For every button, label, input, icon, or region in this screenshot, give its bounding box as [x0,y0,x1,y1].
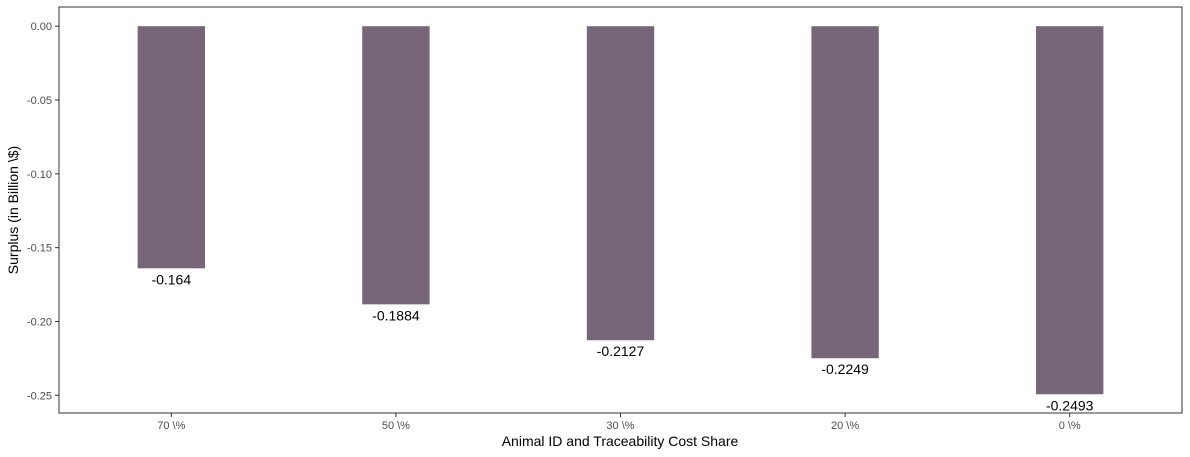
y-tick-label: -0.05 [27,95,52,107]
x-tick-label: 50 \% [382,420,410,432]
bar [1036,26,1104,395]
bars-group [137,26,1104,395]
y-tick-label: -0.25 [27,390,52,402]
bar-value-label: -0.1884 [372,307,420,323]
bar-value-label: -0.2249 [821,361,869,377]
x-tick-label: 70 \% [157,420,185,432]
x-tick-label: 30 \% [606,420,634,432]
bar [137,26,205,269]
y-tick-label: -0.15 [27,243,52,255]
bar [586,26,655,341]
bar [811,26,879,359]
bar [362,26,430,305]
x-tick-label: 20 \% [831,420,859,432]
bar-value-label: -0.2127 [597,343,645,359]
y-axis: 0.00 -0.05 -0.10 -0.15 -0.20 -0.25 [27,21,59,402]
y-axis-title: Surplus (in Billion \$) [5,146,21,274]
x-tick-label: 0 \% [1059,420,1081,432]
y-tick-label: -0.20 [27,316,52,328]
data-labels-group: -0.164 -0.1884 -0.2127 -0.2249 -0.2493 [151,271,1093,413]
x-axis: 70 \% 50 \% 30 \% 20 \% 0 \% [157,413,1081,432]
y-tick-label: 0.00 [31,21,52,33]
bar-value-label: -0.164 [151,271,191,287]
x-axis-title: Animal ID and Traceability Cost Share [502,433,739,449]
y-tick-label: -0.10 [27,169,52,181]
bar-value-label: -0.2493 [1046,397,1094,413]
